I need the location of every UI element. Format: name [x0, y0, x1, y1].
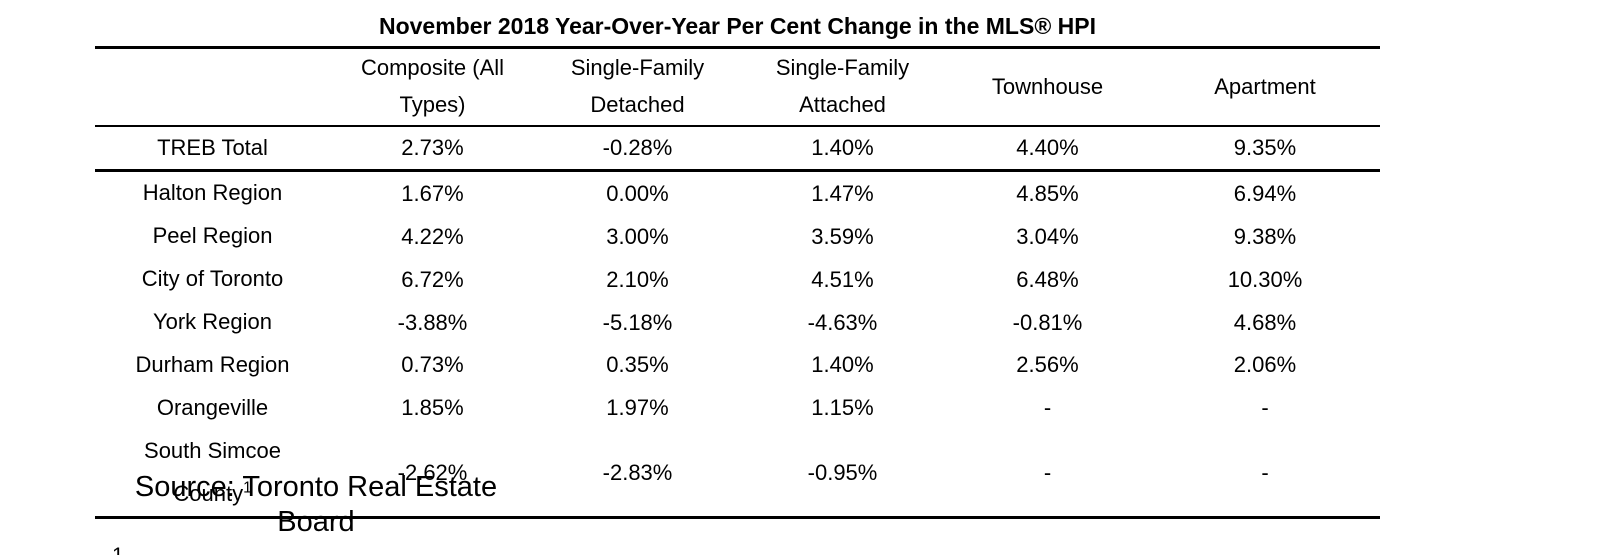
column-header-label: Composite (All Types)	[360, 55, 505, 117]
table-row-orangeville: Orangeville 1.85% 1.97% 1.15% - -	[95, 387, 1380, 430]
column-header-label: Single-Family Detached	[570, 55, 705, 117]
hpi-table: Composite (All Types) Single-Family Deta…	[95, 46, 1380, 519]
value-cell: -	[1043, 459, 1052, 485]
value-cell: -0.95%	[807, 459, 878, 485]
column-header-label: Townhouse	[991, 73, 1104, 99]
table-title: November 2018 Year-Over-Year Per Cent Ch…	[378, 13, 1096, 39]
value-cell: 2.10%	[606, 266, 669, 292]
value-cell: -2.62%	[397, 459, 468, 485]
value-cell: 1.67%	[401, 180, 464, 206]
value-cell: 2.06%	[1233, 352, 1297, 378]
value-cell: 9.35%	[1233, 134, 1297, 160]
value-cell: 4.40%	[1016, 134, 1079, 160]
value-cell: 2.73%	[401, 134, 464, 160]
row-label: South Simcoe County1	[144, 437, 281, 506]
value-cell: 0.00%	[606, 180, 669, 206]
value-cell: -0.81%	[1012, 309, 1083, 335]
table-row-york: York Region -3.88% -5.18% -4.63% -0.81% …	[95, 301, 1380, 344]
value-cell: 1.15%	[811, 395, 874, 421]
value-cell: 10.30%	[1227, 266, 1303, 292]
value-cell: 6.94%	[1233, 180, 1297, 206]
row-label: Durham Region	[135, 351, 290, 377]
value-cell: -5.18%	[602, 309, 673, 335]
row-label: Halton Region	[142, 180, 283, 206]
column-header: Single-Family Attached	[740, 48, 945, 126]
value-cell: 1.85%	[401, 395, 464, 421]
value-cell: 4.22%	[401, 223, 464, 249]
value-cell: 1.47%	[811, 180, 874, 206]
value-cell: 0.73%	[401, 352, 464, 378]
table-row-city-of-toronto: City of Toronto 6.72% 2.10% 4.51% 6.48% …	[95, 258, 1380, 301]
value-cell: -	[1261, 395, 1269, 421]
value-cell: 1.97%	[606, 395, 669, 421]
source-line-2: Board	[277, 505, 355, 538]
table-row-treb-total: TREB Total 2.73% -0.28% 1.40% 4.40% 9.35…	[95, 126, 1380, 171]
column-header: Composite (All Types)	[330, 48, 535, 126]
column-header: Single-Family Detached	[535, 48, 740, 126]
value-cell: 3.00%	[606, 223, 669, 249]
table-row-durham: Durham Region 0.73% 0.35% 1.40% 2.56% 2.…	[95, 344, 1380, 387]
source-line-1: Source: Toronto Real Estate	[134, 471, 498, 503]
column-header-label: Apartment	[1214, 73, 1316, 99]
table-row-south-simcoe: South Simcoe County1 -2.62% -2.83% -0.95…	[95, 430, 1380, 517]
footnote-marker: 1	[112, 544, 124, 555]
value-cell: 4.68%	[1233, 309, 1297, 335]
value-cell: -0.28%	[602, 134, 673, 160]
value-cell: 2.56%	[1016, 352, 1079, 378]
value-cell: 3.04%	[1016, 223, 1079, 249]
column-header: Townhouse	[945, 48, 1150, 126]
row-label: York Region	[152, 309, 273, 335]
row-label: Peel Region	[152, 223, 273, 249]
source-attribution: Source: Toronto Real Estate Board	[112, 470, 520, 540]
header-row: Composite (All Types) Single-Family Deta…	[95, 48, 1380, 126]
row-label: City of Toronto	[141, 266, 284, 292]
value-cell: 6.72%	[401, 266, 464, 292]
table-row-peel: Peel Region 4.22% 3.00% 3.59% 3.04% 9.38…	[95, 215, 1380, 258]
value-cell: 6.48%	[1016, 266, 1079, 292]
column-header-label: Single-Family Attached	[775, 55, 910, 117]
corner-cell	[95, 48, 330, 126]
table-row-halton: Halton Region 1.67% 0.00% 1.47% 4.85% 6.…	[95, 171, 1380, 215]
value-cell: 1.40%	[811, 352, 874, 378]
value-cell: 1.40%	[811, 134, 874, 160]
value-cell: -	[1261, 459, 1269, 485]
value-cell: -3.88%	[397, 309, 468, 335]
row-label: TREB Total	[157, 134, 268, 160]
column-header: Apartment	[1150, 48, 1380, 126]
row-label: Orangeville	[156, 394, 269, 420]
value-cell: 3.59%	[811, 223, 874, 249]
footnote-reference: 1	[243, 479, 252, 497]
value-cell: -4.63%	[807, 309, 878, 335]
value-cell: 9.38%	[1233, 223, 1297, 249]
value-cell: 0.35%	[606, 352, 669, 378]
value-cell: 4.85%	[1016, 180, 1079, 206]
value-cell: -	[1043, 395, 1052, 421]
value-cell: -2.83%	[602, 459, 673, 485]
value-cell: 4.51%	[811, 266, 874, 292]
